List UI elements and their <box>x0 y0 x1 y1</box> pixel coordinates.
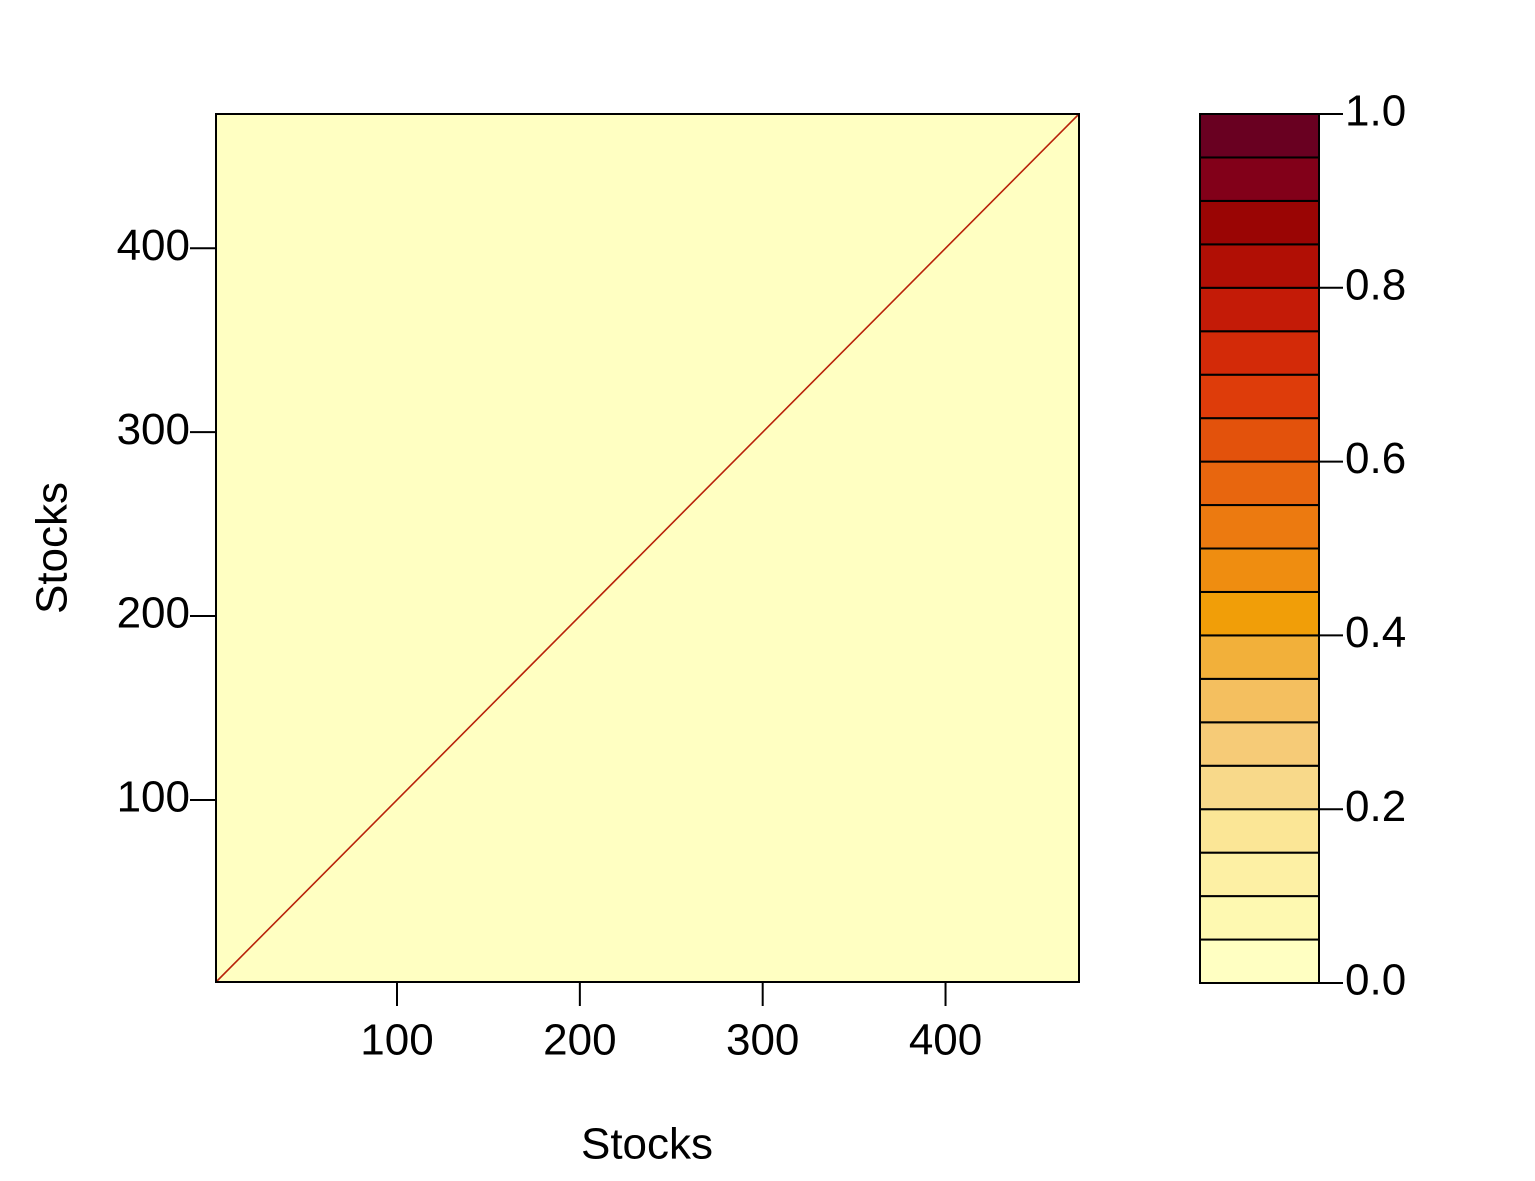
colorbar-bin <box>1199 113 1320 159</box>
colorbar-bin <box>1199 895 1320 941</box>
colorbar-tick-label: 1.0 <box>1345 87 1406 136</box>
y-tick-label: 400 <box>117 221 190 270</box>
colorbar-bin <box>1199 330 1320 376</box>
colorbar-bin <box>1199 590 1320 637</box>
colorbar-tick-label: 0.4 <box>1345 608 1406 657</box>
colorbar-bin <box>1199 156 1320 202</box>
y-tick-label: 200 <box>117 589 190 638</box>
x-tick-label: 100 <box>360 1016 433 1065</box>
y-tick-label: 300 <box>117 405 190 454</box>
x-tick-label: 200 <box>543 1016 616 1065</box>
colorbar-bin <box>1199 504 1320 550</box>
x-tick-label: 400 <box>909 1016 982 1065</box>
colorbar-bin <box>1199 938 1320 984</box>
x-tick-label: 300 <box>726 1016 799 1065</box>
y-tick-label: 100 <box>117 773 190 822</box>
x-axis-title: Stocks <box>581 1120 713 1169</box>
colorbar-bin <box>1199 547 1320 593</box>
colorbar-bin <box>1199 460 1320 507</box>
colorbar-bin <box>1199 286 1320 333</box>
colorbar-bin <box>1199 851 1320 898</box>
colorbar-tick-label: 0.0 <box>1345 956 1406 1005</box>
colorbar-tick-label: 0.2 <box>1345 782 1406 831</box>
colorbar-bin <box>1199 677 1320 724</box>
y-axis-title: Stocks <box>28 482 77 614</box>
colorbar-bin <box>1199 721 1320 767</box>
colorbar-tick-label: 0.6 <box>1345 434 1406 483</box>
colorbar-bin <box>1199 199 1320 246</box>
plot-frame <box>215 113 1080 983</box>
colorbar-bin <box>1199 243 1320 289</box>
colorbar-bin <box>1199 634 1320 680</box>
colorbar-bin <box>1199 808 1320 854</box>
diagonal <box>215 113 1080 983</box>
colorbar-bin <box>1199 373 1320 420</box>
colorbar-tick-label: 0.8 <box>1345 260 1406 309</box>
colorbar-bin <box>1199 417 1320 463</box>
colorbar-bin <box>1199 764 1320 811</box>
